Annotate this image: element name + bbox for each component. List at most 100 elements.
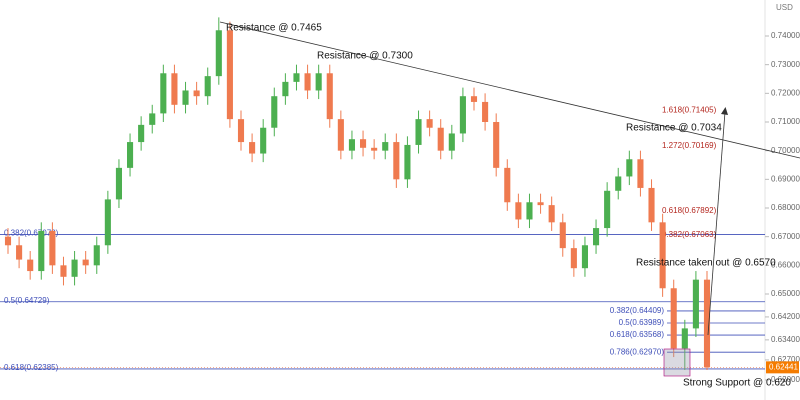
candle-body — [4, 236, 12, 246]
candle-body — [426, 119, 433, 128]
candle-body — [126, 142, 134, 168]
annotation: Resistance @ 0.7300 — [317, 51, 413, 62]
y-tick-label: 0.67000 — [771, 232, 800, 241]
candle-body — [71, 259, 78, 277]
candle-body — [27, 259, 34, 272]
candle-body — [681, 328, 688, 349]
y-tick-label: 0.68000 — [771, 203, 800, 212]
candle-body — [559, 222, 566, 249]
candle-body — [204, 76, 211, 97]
candle-body — [149, 113, 156, 125]
candle-body — [482, 101, 489, 123]
fib-label: 0.5(0.64729) — [4, 296, 50, 305]
y-tick-label: 0.72000 — [771, 88, 800, 97]
candle-body — [226, 30, 233, 120]
annotation: Strong Support @ 0.620 — [683, 378, 791, 389]
candle-body — [592, 228, 600, 246]
candle-body — [304, 73, 311, 91]
candle-body — [493, 122, 500, 168]
support-box — [663, 348, 691, 377]
annotation: Resistance @ 0.7465 — [226, 23, 322, 34]
candle-body — [337, 119, 344, 151]
projection-arrow — [707, 111, 726, 336]
fib-label: 0.382(0.67073) — [4, 229, 59, 238]
candle-body — [193, 90, 200, 97]
candle-body — [171, 73, 178, 105]
candle-body — [282, 81, 289, 97]
candle-body — [38, 230, 45, 272]
candle-body — [615, 176, 622, 191]
candle-body — [448, 133, 455, 151]
candle-body — [82, 259, 89, 266]
extension-label: 1.618(0.71405) — [662, 106, 717, 115]
candle-body — [359, 139, 367, 148]
candle-body — [415, 119, 422, 145]
candle-body — [293, 73, 300, 82]
candle-body — [271, 96, 278, 128]
candle-body — [60, 265, 67, 277]
candle-body — [437, 127, 444, 151]
candle-body — [692, 279, 699, 329]
candle-body — [581, 245, 589, 269]
candle-body — [404, 144, 411, 180]
annotation: Resistance taken out @ 0.6570 — [636, 258, 776, 269]
y-tick-label: 0.62700 — [771, 355, 800, 364]
candle-body — [115, 167, 123, 200]
candle-body — [237, 119, 245, 143]
candle-body — [93, 245, 100, 266]
candle-body — [659, 222, 666, 289]
fib-label: 0.786(0.62970) — [610, 347, 665, 356]
y-tick-label: 0.62000 — [771, 375, 800, 384]
y-tick-label: 0.71000 — [771, 117, 800, 126]
candle-body — [326, 73, 333, 120]
candle-body — [626, 159, 633, 177]
y-tick-label: 0.69000 — [771, 174, 800, 183]
candle-body — [515, 202, 522, 220]
candle-body — [49, 230, 56, 266]
candle-body — [215, 30, 222, 77]
candle-body — [348, 139, 356, 151]
candle-body — [604, 190, 611, 229]
candle-body — [526, 202, 533, 220]
candle-body — [104, 199, 111, 246]
extension-label: 0.618(0.67892) — [662, 206, 717, 215]
last-price-label: 0.62441 — [769, 362, 798, 371]
y-tick-label: 0.65000 — [771, 289, 800, 298]
fib-label: 0.618(0.63568) — [610, 330, 665, 339]
y-tick-label: 0.66000 — [771, 260, 800, 269]
extension-label: 0.382(0.67063) — [662, 230, 717, 239]
candle-body — [249, 142, 256, 154]
candle-body — [570, 248, 577, 269]
candle-body — [382, 142, 389, 151]
candle-body — [703, 279, 711, 368]
trend-line — [219, 21, 800, 159]
y-tick-label: 0.74000 — [771, 31, 800, 40]
candle-body — [138, 124, 145, 143]
extension-label: 1.272(0.70169) — [662, 141, 717, 150]
axis-label: USD — [776, 3, 793, 12]
y-tick-label: 0.63400 — [771, 335, 800, 344]
candle-body — [371, 147, 378, 151]
candle-body — [160, 73, 167, 114]
candle-body — [315, 73, 322, 91]
fib-label: 0.618(0.62385) — [4, 363, 59, 372]
annotation: Resistance @ 0.7034 — [626, 123, 722, 134]
candle-body — [537, 202, 544, 206]
candle-body — [504, 167, 511, 203]
candle-body — [393, 142, 400, 180]
y-tick-label: 0.73000 — [771, 60, 800, 69]
plot: 0.62000 0.62700 0.63400 0.64200 0.65000 0.660… — [0, 17, 800, 384]
candle-body — [260, 127, 267, 154]
candle-body — [637, 159, 644, 188]
candle-body — [548, 205, 555, 223]
arrow-head — [721, 107, 728, 115]
last-price-tag — [766, 361, 799, 374]
candle-body — [648, 187, 655, 223]
y-tick-label: 0.64200 — [771, 312, 800, 321]
fib-label: 0.5(0.63989) — [619, 318, 665, 327]
candle-body — [459, 96, 466, 134]
y-tick-label: 0.70000 — [771, 146, 800, 155]
fib-label: 0.382(0.64409) — [610, 306, 665, 315]
